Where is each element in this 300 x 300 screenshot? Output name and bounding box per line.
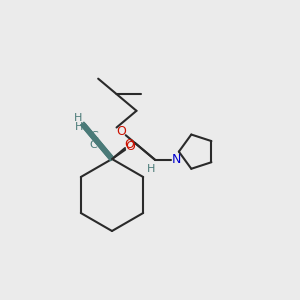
Text: O: O [124, 138, 134, 152]
Text: H: H [147, 164, 155, 174]
Text: H: H [74, 122, 83, 132]
Text: C: C [90, 131, 98, 141]
Text: N: N [172, 153, 182, 166]
Text: H: H [74, 113, 82, 123]
Text: C: C [89, 140, 97, 150]
Text: O: O [116, 125, 126, 138]
Text: O: O [125, 140, 135, 153]
